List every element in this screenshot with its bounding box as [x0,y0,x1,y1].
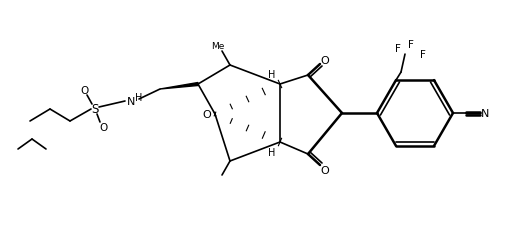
Text: O: O [99,122,107,132]
Text: Me: Me [211,41,225,50]
Text: N: N [127,96,135,106]
Text: F: F [420,50,426,60]
Text: O: O [321,165,329,175]
Text: N: N [481,109,489,118]
Text: H: H [135,93,143,103]
Polygon shape [160,83,198,90]
Text: F: F [395,44,401,54]
Text: O: O [321,56,329,66]
Text: S: S [91,102,99,115]
Text: H: H [268,70,276,80]
Text: O: O [80,86,88,96]
Text: H: H [268,147,276,157]
Text: O: O [203,109,211,119]
Text: F: F [408,40,414,50]
